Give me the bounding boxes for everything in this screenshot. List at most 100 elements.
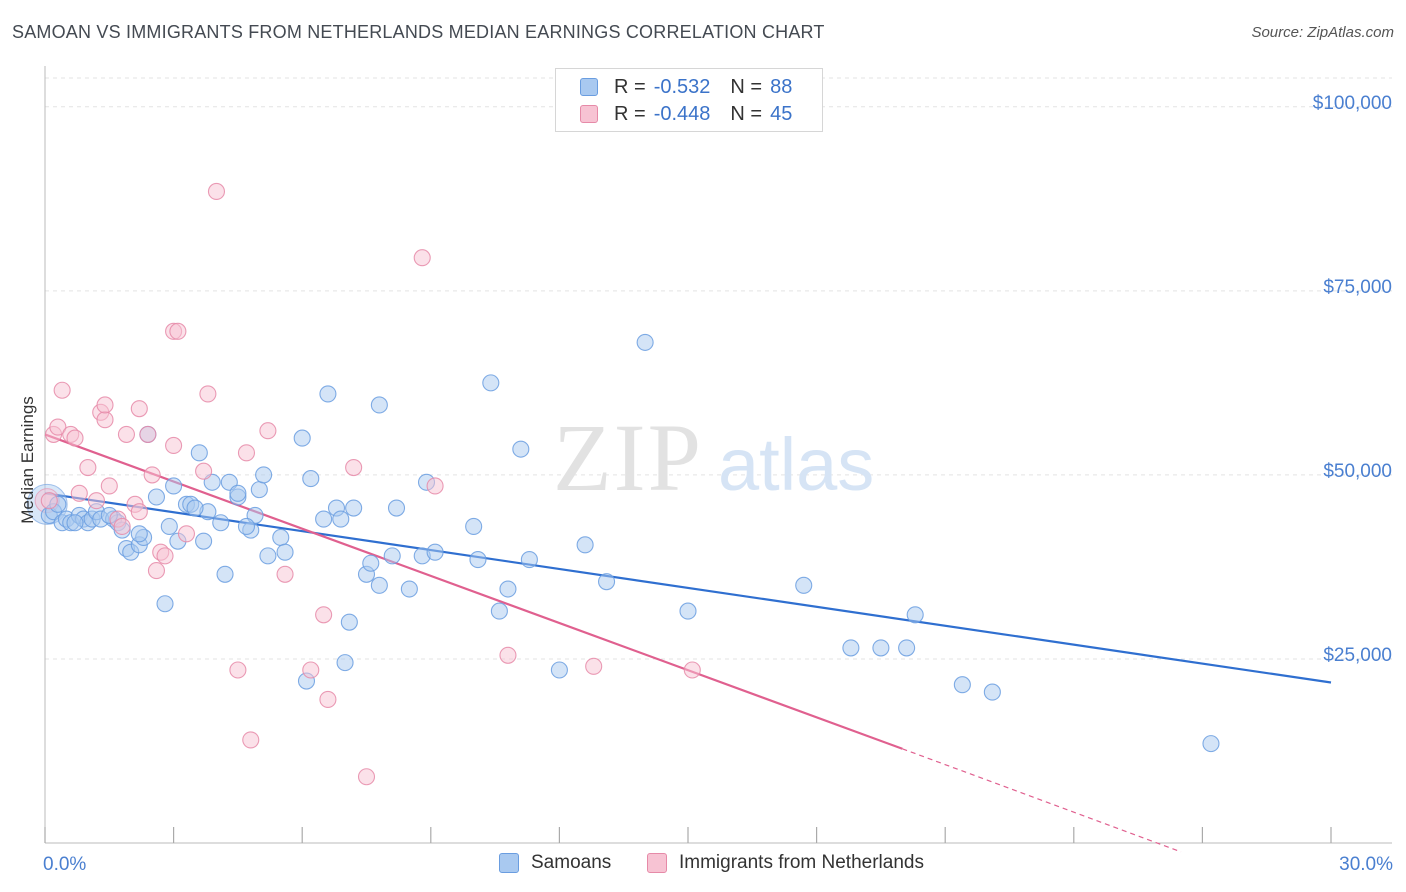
- netherlands-point: [96, 396, 114, 414]
- netherlands-point: [319, 690, 337, 708]
- samoan-point: [66, 514, 84, 532]
- legend-swatch-netherlands: [580, 105, 598, 123]
- samoan-point: [872, 639, 890, 657]
- netherlands-point: [242, 731, 260, 749]
- samoan-point: [276, 543, 294, 561]
- trend-lines: [44, 433, 1332, 853]
- samoan-point: [499, 580, 517, 598]
- netherlands-point: [259, 422, 277, 440]
- y-tick-label: $25,000: [1323, 645, 1392, 666]
- netherlands-point: [499, 646, 517, 664]
- samoan-point: [186, 499, 204, 517]
- samoan-point: [160, 517, 178, 535]
- netherlands-point: [139, 425, 157, 443]
- y-tick-label: $75,000: [1323, 277, 1392, 298]
- netherlands-point: [96, 411, 114, 429]
- samoan-point: [255, 466, 273, 484]
- samoan-point: [679, 602, 697, 620]
- netherlands-point: [70, 484, 88, 502]
- samoan-point: [315, 510, 333, 528]
- netherlands-point: [177, 525, 196, 543]
- samoan-point: [426, 543, 444, 561]
- samoan-point: [636, 333, 654, 351]
- samoan-point: [216, 565, 234, 583]
- samoan-point: [465, 517, 483, 535]
- samoan-point: [165, 477, 183, 495]
- netherlands-point: [49, 418, 67, 436]
- netherlands-trend-extension: [902, 748, 1182, 853]
- samoan-point: [340, 613, 358, 631]
- samoan-point: [983, 683, 1001, 701]
- netherlands-point: [195, 462, 213, 480]
- legend-r-label: R =: [614, 102, 646, 125]
- netherlands-point: [426, 477, 444, 495]
- samoan-point: [906, 606, 924, 624]
- netherlands-point: [315, 606, 333, 624]
- samoan-point: [490, 602, 508, 620]
- grid-lines: [45, 77, 1392, 660]
- chart-title: SAMOAN VS IMMIGRANTS FROM NETHERLANDS ME…: [12, 22, 825, 42]
- legend-swatch-netherlands: [647, 853, 667, 873]
- watermark-atlas: atlas: [718, 423, 874, 506]
- netherlands-point: [66, 429, 84, 447]
- netherlands-point: [130, 503, 148, 521]
- legend-swatch-samoans: [499, 853, 519, 873]
- x-tick-label: 0.0%: [43, 854, 86, 875]
- netherlands-point: [40, 492, 58, 510]
- netherlands-point: [357, 768, 376, 786]
- samoan-point: [293, 429, 311, 447]
- netherlands-point: [130, 400, 148, 418]
- samoan-point: [469, 551, 487, 569]
- netherlands-point: [237, 444, 256, 462]
- samoan-point: [250, 481, 268, 499]
- x-tick-labels: 0.0% 30.0%: [43, 854, 1393, 875]
- samoan-point: [237, 517, 256, 535]
- netherlands-point: [87, 492, 105, 510]
- legend-label-netherlands: Immigrants from Netherlands: [679, 852, 924, 873]
- netherlands-point: [585, 657, 603, 675]
- netherlands-trend-line: [44, 433, 903, 750]
- netherlands-point: [117, 425, 135, 443]
- legend-item-netherlands[interactable]: Immigrants from Netherlands: [647, 852, 924, 874]
- samoan-point: [147, 488, 166, 506]
- samoan-point: [576, 536, 594, 554]
- samoan-point: [212, 514, 230, 532]
- legend-n-value: 45: [770, 102, 793, 125]
- netherlands-point: [113, 517, 131, 535]
- samoan-point: [400, 580, 418, 598]
- netherlands-point: [413, 249, 431, 267]
- samoan-point: [362, 554, 380, 572]
- samoan-point: [259, 547, 277, 565]
- netherlands-point: [207, 182, 226, 201]
- samoan-point: [512, 440, 530, 458]
- y-axis-label: Median Earnings: [18, 396, 37, 524]
- samoan-point: [370, 396, 388, 414]
- legend-r-label: R =: [614, 75, 646, 98]
- legend-swatch-samoans: [580, 78, 598, 96]
- samoan-point: [195, 532, 213, 550]
- samoan-point: [302, 470, 320, 488]
- netherlands-point: [147, 562, 166, 580]
- legend-item-samoans[interactable]: Samoans: [499, 852, 611, 874]
- legend-r-value: -0.532: [653, 75, 711, 98]
- netherlands-point: [169, 322, 187, 340]
- data-points: [26, 182, 1220, 786]
- samoan-point: [387, 499, 406, 517]
- samoan-point: [156, 595, 174, 613]
- samoan-point: [370, 576, 388, 594]
- samoan-point: [336, 654, 354, 672]
- samoan-point: [130, 525, 148, 543]
- samoan-point: [520, 551, 538, 569]
- samoan-point: [795, 576, 813, 594]
- legend-n-label: N =: [730, 75, 763, 98]
- correlation-legend: R = -0.532 N = 88 R = -0.448 N = 45: [555, 68, 823, 132]
- netherlands-point: [345, 458, 363, 477]
- samoan-point: [550, 661, 568, 679]
- chart-source: Source: ZipAtlas.com: [1251, 24, 1394, 41]
- samoan-point: [190, 444, 208, 462]
- netherlands-point: [229, 661, 247, 679]
- samoan-point: [345, 499, 363, 517]
- y-tick-labels: $25,000 $50,000 $75,000 $100,000: [1313, 93, 1392, 666]
- y-tick-label: $100,000: [1313, 93, 1392, 114]
